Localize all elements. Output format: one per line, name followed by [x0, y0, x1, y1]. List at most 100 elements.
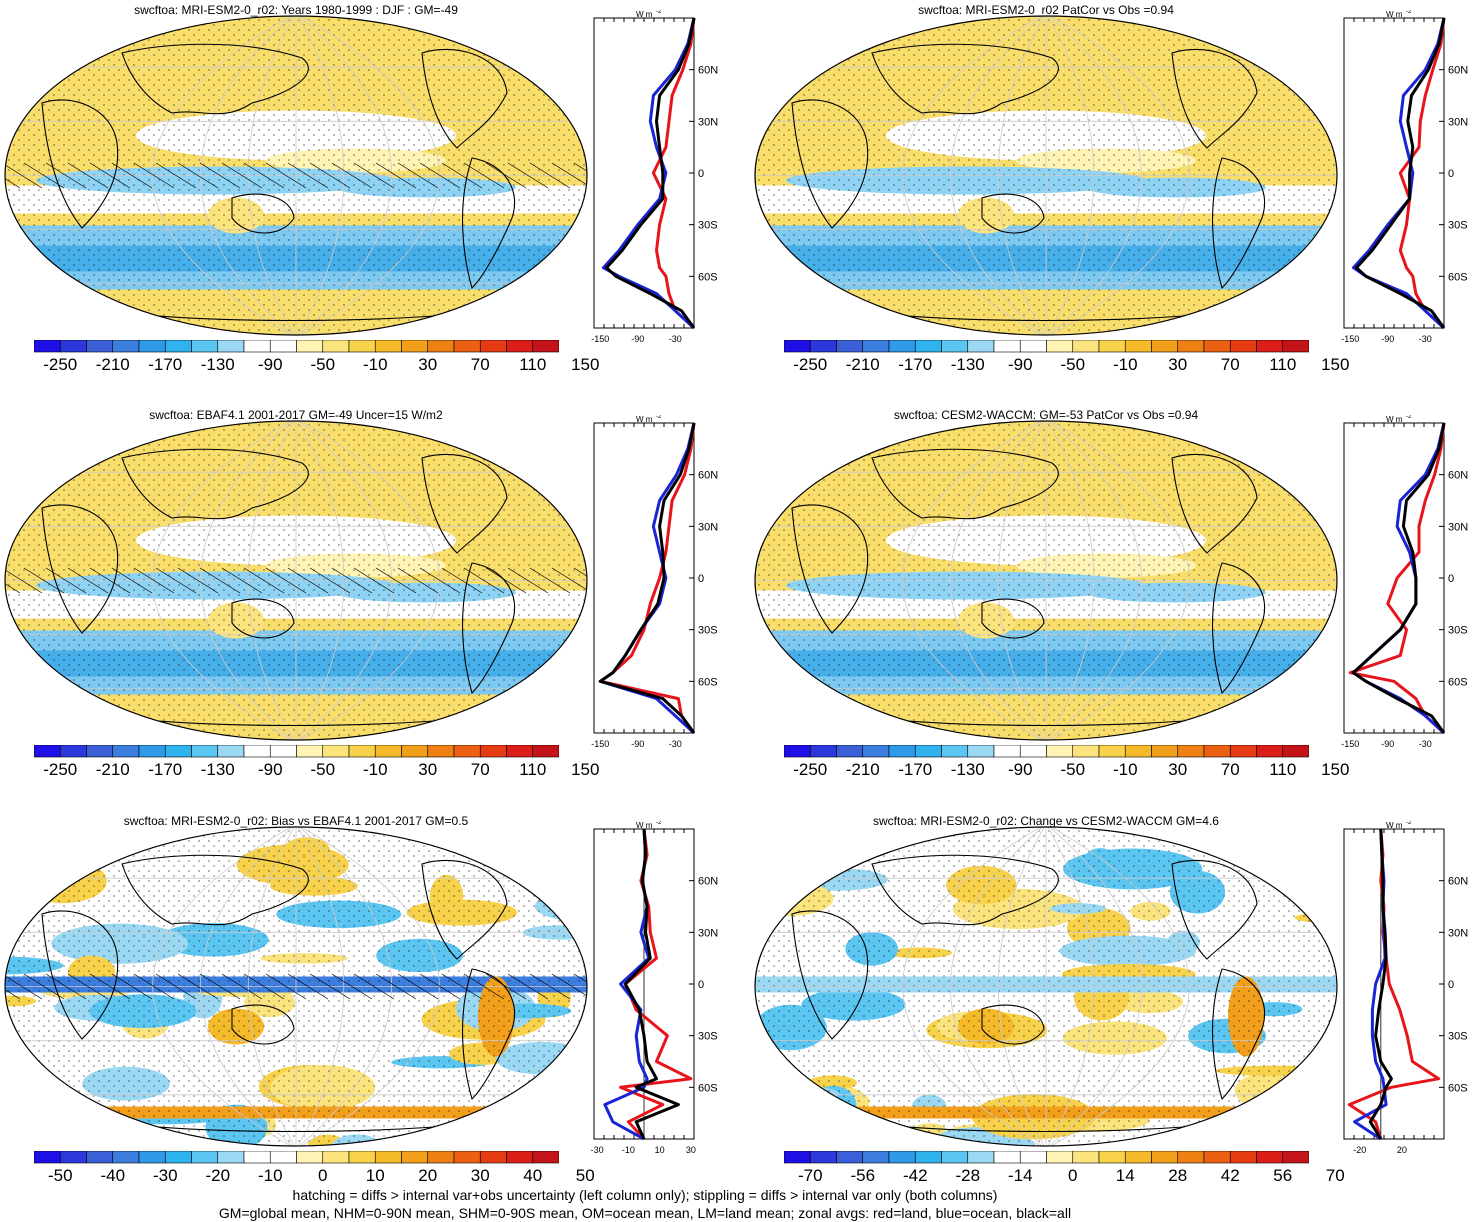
colorbar-swatch: [86, 340, 114, 353]
colorbar-swatch: [1151, 745, 1179, 758]
colorbar-tick-label: -50: [1060, 760, 1086, 779]
zonal-units-sup: -2: [656, 10, 662, 15]
colorbar-swatch: [34, 340, 61, 353]
zonal-x-tick-label: -30: [669, 334, 682, 344]
colorbar-swatch: [862, 745, 890, 758]
colorbar-swatch: [1124, 745, 1152, 758]
colorbar-swatch: [1229, 340, 1257, 353]
map-field: [5, 421, 587, 740]
lat-tick-label: 0: [698, 979, 704, 991]
colorbar-swatch: [506, 1151, 534, 1164]
colorbar-swatch: [1098, 340, 1126, 353]
colorbar-swatch: [296, 340, 324, 353]
lat-tick-label: 60N: [1448, 470, 1468, 482]
colorbar-swatch: [112, 1151, 140, 1164]
colorbar-swatch: [888, 745, 916, 758]
colorbar-swatch: [967, 340, 995, 353]
zonal-units-sup: -2: [1406, 415, 1412, 420]
zonal-units-label: W m: [1386, 415, 1403, 424]
colorbar-tick-label: 110: [1269, 355, 1297, 374]
colorbar-swatch: [348, 340, 376, 353]
colorbar-tick-label: -50: [310, 760, 336, 779]
colorbar-tick-label: -10: [362, 760, 388, 779]
zonal-units-label: W m: [636, 415, 653, 424]
zonal-x-tick-label: -30: [591, 1145, 604, 1155]
lat-tick-label: 30S: [698, 625, 718, 637]
zonal-units-label: W m: [1386, 821, 1403, 830]
colorbar-swatch: [112, 340, 140, 353]
colorbar-tick-label: 110: [1269, 760, 1297, 779]
zonal-x-tick-label: -30: [1419, 739, 1432, 749]
colorbar-swatch: [1019, 340, 1047, 353]
colorbar-tick-label: 30: [1168, 760, 1188, 779]
lat-tick-label: 60N: [698, 876, 718, 888]
colorbar-tick-label: 70: [470, 760, 490, 779]
lat-tick-label: 60S: [1448, 271, 1468, 283]
colorbar-swatch: [532, 745, 559, 758]
zonal-x-tick-label: -150: [591, 334, 609, 344]
zonal-series-land: [598, 422, 696, 734]
colorbar-tick-label: -250: [43, 355, 78, 374]
colorbar-swatch: [941, 745, 969, 758]
colorbar-swatch: [809, 1151, 837, 1164]
lat-tick-label: 60N: [698, 65, 718, 77]
colorbar-swatch: [479, 745, 507, 758]
colorbar-swatch: [1151, 1151, 1179, 1164]
lat-tick-label: 0: [698, 168, 704, 180]
colorbar-swatch: [993, 1151, 1021, 1164]
colorbar-swatch: [888, 340, 916, 353]
colorbar-swatch: [836, 745, 864, 758]
colorbar-swatch: [1229, 1151, 1257, 1164]
colorbar-tick-label: -56: [850, 1166, 876, 1185]
colorbar-swatch: [1124, 1151, 1152, 1164]
colorbar-tick-label: -10: [1112, 355, 1138, 374]
colorbar-swatch: [453, 340, 481, 353]
zonal-x-tick-label: 10: [655, 1145, 665, 1155]
zonal-x-tick-label: -10: [622, 1145, 635, 1155]
zonal-units-label: W m: [1386, 10, 1403, 19]
colorbar-swatch: [532, 1151, 559, 1164]
lat-tick-label: 60N: [1448, 65, 1468, 77]
colorbar-tick-label: -90: [257, 760, 283, 779]
colorbar-swatch: [1177, 745, 1205, 758]
colorbar-swatch: [401, 745, 429, 758]
zonal-units-sup: -2: [656, 821, 662, 826]
colorbar-swatch: [941, 340, 969, 353]
colorbar-tick-label: 0: [1068, 1166, 1078, 1185]
colorbar-tick-label: -50: [310, 355, 336, 374]
colorbar-swatch: [112, 745, 140, 758]
panel-title: swcftoa: CESM2-WACCM: GM=-53 PatCor vs O…: [893, 408, 1199, 422]
panel-title: swcftoa: MRI-ESM2-0_r02 PatCor vs Obs =0…: [918, 3, 1174, 17]
colorbar-tick-label: 150: [1321, 355, 1350, 374]
colorbar-tick-label: -170: [148, 355, 183, 374]
lat-tick-label: 60N: [1448, 876, 1468, 888]
colorbar-tick-label: 0: [318, 1166, 328, 1185]
colorbar-swatch: [784, 1151, 811, 1164]
colorbar-swatch: [1177, 1151, 1205, 1164]
colorbar-tick-label: -30: [152, 1166, 178, 1185]
lat-tick-label: 0: [1448, 168, 1454, 180]
colorbar-swatch: [1046, 745, 1074, 758]
colorbar-swatch: [506, 745, 534, 758]
colorbar-swatch: [1177, 340, 1205, 353]
zonal-x-tick-label: -150: [591, 739, 609, 749]
colorbar: [34, 1151, 559, 1164]
colorbar-tick-label: 150: [1321, 760, 1350, 779]
colorbar-swatch: [1256, 340, 1284, 353]
colorbar-swatch: [784, 745, 811, 758]
colorbar-swatch: [479, 1151, 507, 1164]
colorbar-tick-label: 70: [1220, 355, 1240, 374]
colorbar-tick-label: 14: [1115, 1166, 1135, 1185]
colorbar-tick-label: -70: [797, 1166, 823, 1185]
zonal-series-all: [605, 17, 696, 329]
colorbar-swatch: [1203, 745, 1231, 758]
colorbar-swatch: [427, 340, 455, 353]
colorbar-swatch: [191, 1151, 219, 1164]
colorbar-tick-label: -210: [845, 355, 880, 374]
colorbar-tick-label: -10: [1112, 760, 1138, 779]
zonal-series-all: [1355, 17, 1446, 329]
colorbar-swatch: [1019, 1151, 1047, 1164]
colorbar-tick-label: 30: [1168, 355, 1188, 374]
colorbar-swatch: [1046, 1151, 1074, 1164]
zonal-series-land: [1398, 17, 1446, 330]
